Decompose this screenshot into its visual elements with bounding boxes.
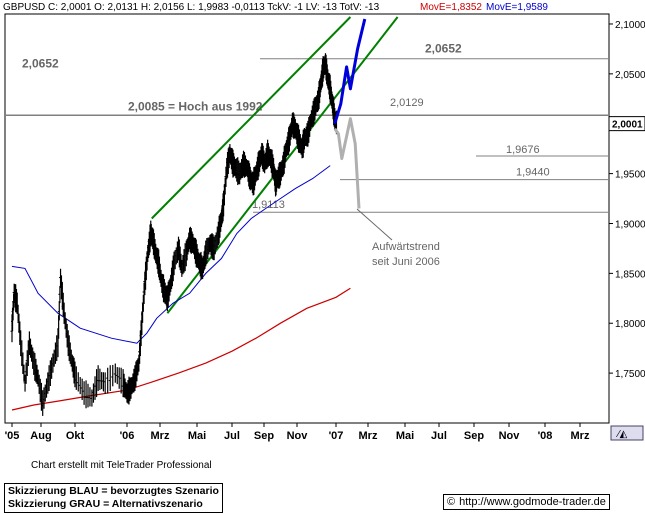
x-tick-label: Sep bbox=[254, 430, 274, 442]
x-tick-label: Mrz bbox=[571, 430, 590, 442]
x-tick-label: '05 bbox=[5, 430, 20, 442]
y-tick-label: 1,9500 bbox=[615, 170, 645, 181]
trend-label-line2: seit Juni 2006 bbox=[372, 256, 440, 268]
x-tick-label: '06 bbox=[120, 430, 135, 442]
x-tick-label: Mrz bbox=[151, 430, 170, 442]
x-tick-label: Aug bbox=[30, 430, 51, 442]
last-price-label: 2,0001 bbox=[612, 120, 643, 131]
y-tick-label: 1,7500 bbox=[615, 369, 645, 380]
x-tick-label: Mai bbox=[396, 430, 414, 442]
level-label: 1,9676 bbox=[506, 144, 540, 156]
scenario-blue-path bbox=[335, 19, 365, 124]
x-axis: '05 Aug Okt '06 Mrz Mai Jul Sep Nov '07 Mrz Mai Jul S… bbox=[5, 423, 590, 442]
y-tick-label: 2,0500 bbox=[615, 70, 645, 81]
x-tick-label: Jul bbox=[431, 430, 447, 442]
annotations: Aufwärtstrend seit Juni 2006 bbox=[357, 209, 440, 268]
x-tick-label: Okt bbox=[66, 430, 85, 442]
level-label: 2,0129 bbox=[390, 97, 424, 109]
copyright-symbol: © bbox=[447, 496, 455, 508]
chart-header-quote: GBPUSD C: 2,0001 O: 2,0131 H: 2,0156 L: … bbox=[3, 2, 380, 13]
level-label: 1,9440 bbox=[516, 167, 550, 179]
chart-header-ma-blue: MovE=1,9589 bbox=[486, 2, 548, 13]
legend-blue-text: Skizzierung BLAU = bevorzugtes Szenario bbox=[8, 485, 219, 498]
trend-label-pointer bbox=[357, 209, 392, 240]
source-url[interactable]: http://www.godmode-trader.de bbox=[459, 496, 606, 508]
x-tick-label: Nov bbox=[287, 430, 309, 442]
x-tick-label: '07 bbox=[329, 430, 344, 442]
y-tick-label: 1,9000 bbox=[615, 219, 645, 230]
level-label-left: 2,0652 bbox=[22, 57, 59, 71]
y-axis: 1,75001,80001,85001,90001,95002,00002,05… bbox=[609, 20, 645, 380]
scenario-grey-path bbox=[335, 119, 359, 209]
x-tick-label: Jul bbox=[224, 430, 240, 442]
source-url-box[interactable]: © http://www.godmode-trader.de bbox=[443, 494, 610, 510]
x-tick-label: Mrz bbox=[359, 430, 378, 442]
x-tick-label: Nov bbox=[499, 430, 521, 442]
y-tick-label: 2,1000 bbox=[615, 20, 645, 31]
plot-frame bbox=[5, 14, 609, 423]
y-tick-label: 1,8000 bbox=[615, 319, 645, 330]
legend-grey-text: Skizzierung GRAU = Alternativszenario bbox=[8, 498, 219, 511]
series-group bbox=[11, 17, 398, 416]
x-tick-label: Sep bbox=[464, 430, 484, 442]
chart-credit: Chart erstellt mit TeleTrader Profession… bbox=[31, 460, 212, 471]
trend-label-line1: Aufwärtstrend bbox=[372, 241, 440, 253]
scenario-legend: Skizzierung BLAU = bevorzugtes Szenario … bbox=[4, 483, 223, 513]
x-tick-label: '08 bbox=[538, 430, 553, 442]
x-tick-label: Mai bbox=[188, 430, 206, 442]
chart-header-ma-red: MovE=1,8352 bbox=[420, 2, 482, 13]
level-label: 2,0085 = Hoch aus 1992 bbox=[128, 99, 263, 113]
level-label: 1,9113 bbox=[252, 199, 285, 211]
y-tick-label: 1,8500 bbox=[615, 269, 645, 280]
settings-icon-corner[interactable]: ⁄◭ bbox=[611, 426, 643, 440]
level-label: 2,0652 bbox=[425, 42, 462, 56]
